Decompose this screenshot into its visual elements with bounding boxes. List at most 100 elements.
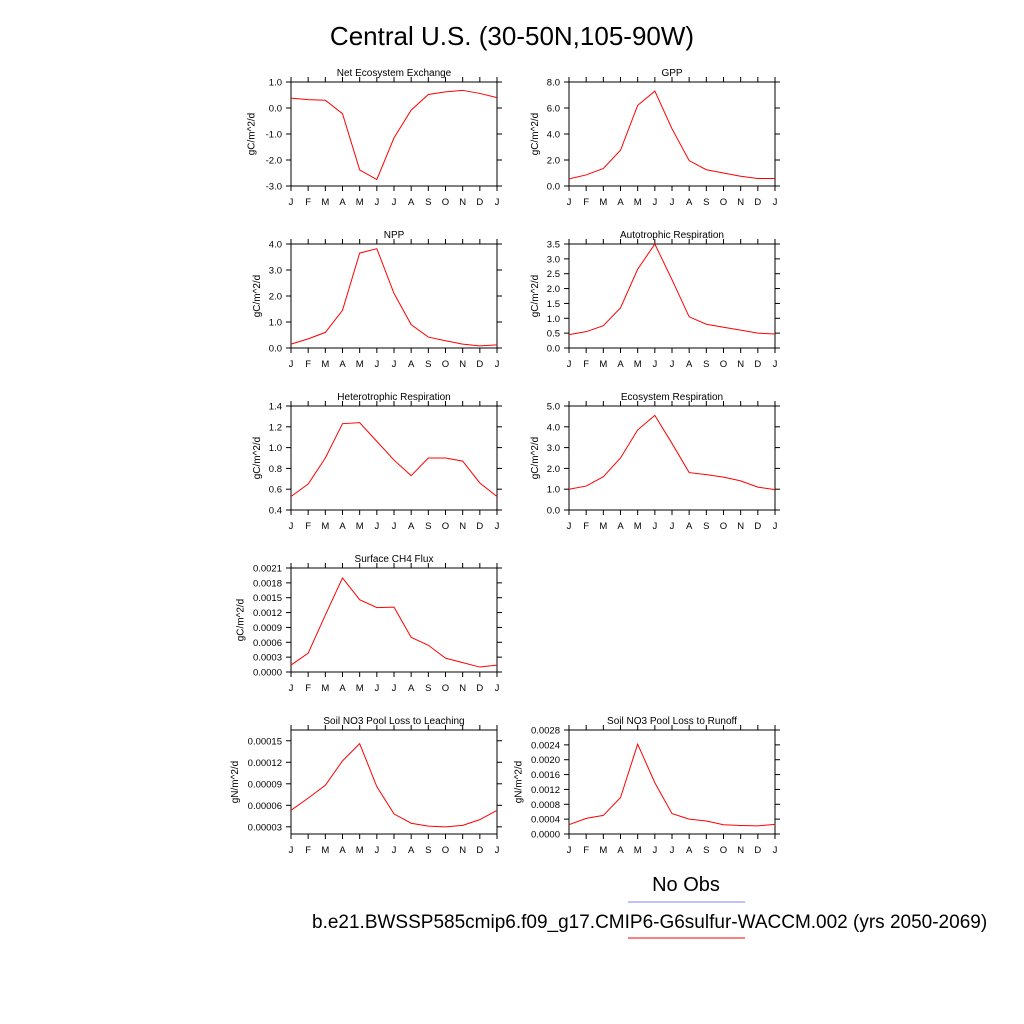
y-tick-label: 0.0020 bbox=[531, 755, 560, 766]
x-tick-label: F bbox=[305, 683, 311, 694]
x-tick-label: J bbox=[670, 521, 675, 532]
y-tick-label: 0.00003 bbox=[248, 822, 282, 833]
series-line bbox=[290, 89, 498, 181]
x-tick-label: M bbox=[599, 521, 607, 532]
x-tick-label: J bbox=[289, 197, 294, 208]
x-tick-label: J bbox=[652, 359, 657, 370]
x-tick-label: F bbox=[305, 197, 311, 208]
legend-no-obs-label: No Obs bbox=[652, 874, 720, 896]
y-tick-label: 0.00006 bbox=[248, 801, 282, 812]
x-tick-label: J bbox=[392, 683, 397, 694]
y-tick-label: 4.0 bbox=[547, 130, 560, 141]
panel-title: Soil NO3 Pool Loss to Leaching bbox=[323, 716, 464, 727]
x-tick-label: J bbox=[495, 359, 500, 370]
x-tick-label: J bbox=[392, 845, 397, 856]
x-tick-label: F bbox=[583, 359, 589, 370]
panel-title: Heterotrophic Respiration bbox=[337, 392, 450, 403]
x-tick-label: J bbox=[773, 521, 778, 532]
panel-title: NPP bbox=[384, 230, 405, 241]
y-tick-label: 0.0018 bbox=[253, 578, 282, 589]
y-tick-label: 0.0015 bbox=[253, 593, 282, 604]
y-tick-label: 1.0 bbox=[269, 443, 282, 454]
y-tick-label: 1.5 bbox=[547, 299, 560, 310]
x-tick-label: M bbox=[356, 683, 364, 694]
x-tick-label: A bbox=[339, 197, 346, 208]
y-tick-label: 3.0 bbox=[547, 443, 560, 454]
x-tick-label: O bbox=[720, 197, 727, 208]
panel-title: Ecosystem Respiration bbox=[621, 392, 723, 403]
x-tick-label: S bbox=[425, 359, 431, 370]
x-tick-label: D bbox=[476, 197, 483, 208]
y-tick-label: 0.0 bbox=[269, 344, 282, 355]
y-tick-label: 1.0 bbox=[269, 318, 282, 329]
x-tick-label: A bbox=[339, 845, 346, 856]
y-tick-label: 1.0 bbox=[547, 314, 560, 325]
x-tick-label: M bbox=[599, 197, 607, 208]
y-tick-label: 2.0 bbox=[547, 284, 560, 295]
y-tick-label: 0.0004 bbox=[531, 815, 560, 826]
x-tick-label: M bbox=[599, 845, 607, 856]
x-tick-label: J bbox=[374, 683, 379, 694]
x-tick-label: O bbox=[442, 683, 449, 694]
y-tick-label: 0.0012 bbox=[531, 785, 560, 796]
y-tick-label: 0.0009 bbox=[253, 623, 282, 634]
x-tick-label: M bbox=[321, 521, 329, 532]
y-tick-label: 0.0006 bbox=[253, 638, 282, 649]
x-tick-label: N bbox=[459, 845, 466, 856]
x-tick-label: A bbox=[686, 359, 693, 370]
y-axis-label: gN/m^2/d bbox=[513, 761, 524, 804]
y-tick-label: 0.00009 bbox=[248, 779, 282, 790]
x-tick-label: M bbox=[356, 359, 364, 370]
x-tick-label: J bbox=[374, 521, 379, 532]
y-tick-label: 0.0 bbox=[547, 506, 560, 517]
x-tick-label: D bbox=[476, 521, 483, 532]
y-tick-label: 2.0 bbox=[547, 464, 560, 475]
x-tick-label: S bbox=[425, 197, 431, 208]
x-tick-label: O bbox=[720, 359, 727, 370]
x-tick-label: A bbox=[339, 683, 346, 694]
y-tick-label: 0.0024 bbox=[531, 740, 560, 751]
x-tick-label: A bbox=[408, 683, 415, 694]
y-tick-label: 1.0 bbox=[269, 78, 282, 89]
x-tick-label: J bbox=[567, 197, 572, 208]
y-tick-label: 0.8 bbox=[269, 464, 282, 475]
plot-frame bbox=[290, 243, 498, 349]
x-tick-label: M bbox=[356, 521, 364, 532]
y-tick-label: 0.4 bbox=[269, 506, 282, 517]
y-axis-label: gC/m^2/d bbox=[252, 437, 263, 480]
plot-frame bbox=[568, 243, 776, 349]
x-tick-label: N bbox=[737, 359, 744, 370]
x-tick-label: F bbox=[305, 521, 311, 532]
x-tick-label: A bbox=[339, 359, 346, 370]
y-tick-label: 5.0 bbox=[547, 402, 560, 413]
x-tick-label: A bbox=[408, 197, 415, 208]
x-tick-label: M bbox=[599, 359, 607, 370]
y-tick-label: 0.5 bbox=[547, 329, 560, 340]
x-tick-label: J bbox=[495, 845, 500, 856]
x-tick-label: J bbox=[289, 683, 294, 694]
series-line bbox=[568, 90, 775, 180]
series-line bbox=[568, 742, 776, 827]
y-tick-label: 0.0 bbox=[269, 104, 282, 115]
y-tick-label: 3.0 bbox=[547, 254, 560, 265]
x-tick-label: A bbox=[617, 521, 624, 532]
x-tick-label: A bbox=[617, 359, 624, 370]
plot-frame bbox=[568, 405, 776, 511]
y-axis-label: gN/m^2/d bbox=[230, 761, 241, 804]
plot-frame bbox=[568, 729, 776, 835]
x-tick-label: D bbox=[754, 197, 761, 208]
x-tick-label: J bbox=[652, 521, 657, 532]
series-line bbox=[290, 576, 498, 668]
x-tick-label: N bbox=[737, 197, 744, 208]
x-tick-label: S bbox=[425, 521, 431, 532]
y-tick-label: -3.0 bbox=[266, 182, 282, 193]
y-tick-label: 1.0 bbox=[547, 485, 560, 496]
series-line bbox=[290, 248, 498, 347]
y-axis-label: gC/m^2/d bbox=[247, 113, 258, 156]
y-tick-label: 8.0 bbox=[547, 78, 560, 89]
x-tick-label: S bbox=[703, 521, 709, 532]
x-tick-label: J bbox=[652, 845, 657, 856]
